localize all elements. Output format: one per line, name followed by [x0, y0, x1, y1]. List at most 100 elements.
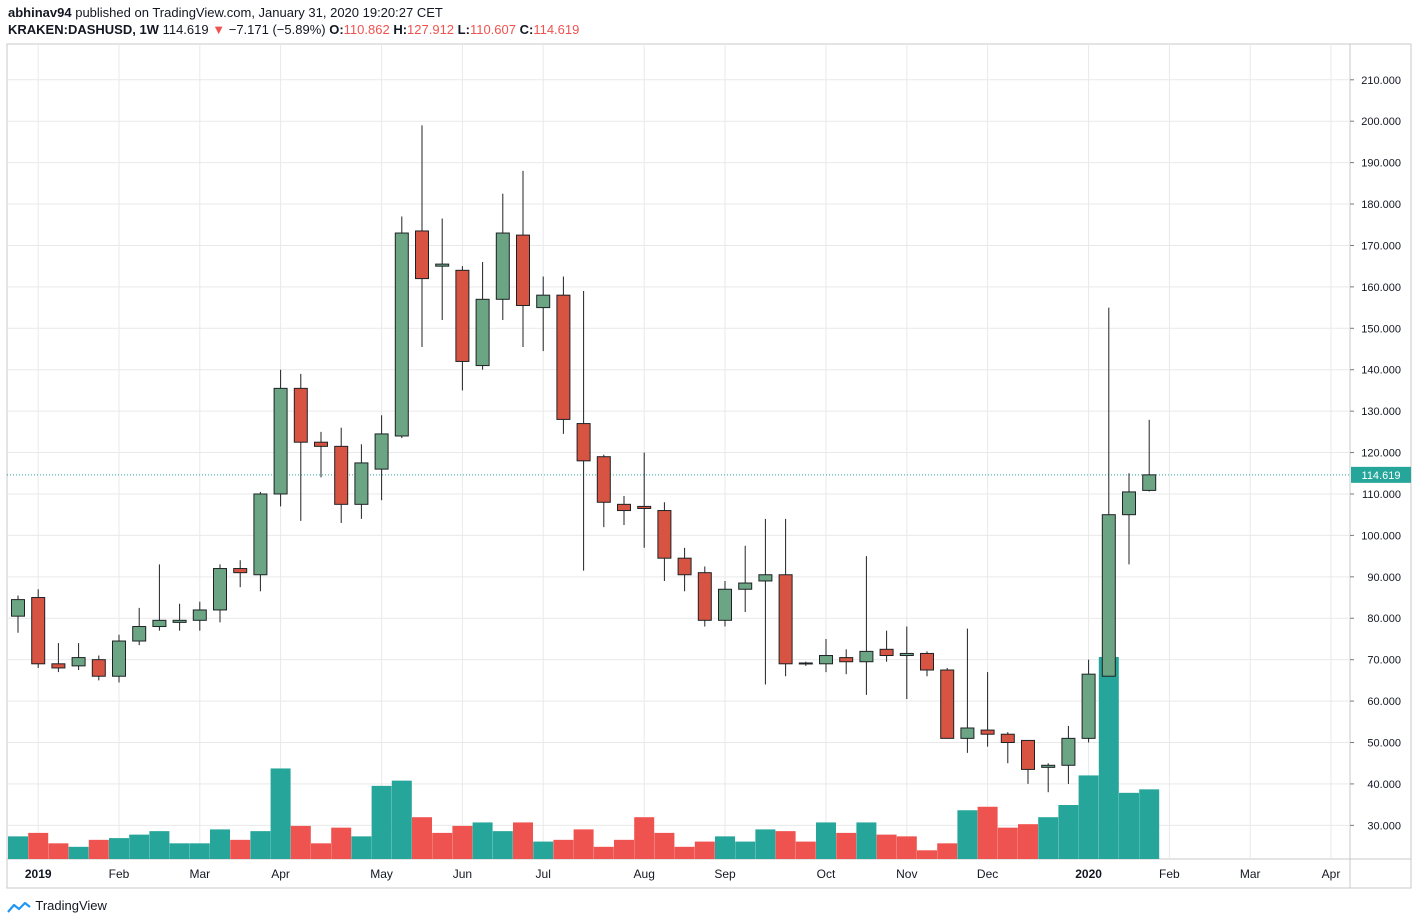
candle-body: [1122, 491, 1136, 516]
candle-body: [516, 234, 530, 307]
candle: [980, 672, 995, 747]
x-tick-label: Mar: [189, 867, 210, 881]
candle-body: [617, 503, 631, 512]
candle: [293, 373, 308, 521]
tradingview-footer[interactable]: TradingView: [6, 898, 107, 914]
candle-body: [778, 574, 793, 665]
volume-bar: [997, 827, 1018, 859]
candle: [677, 547, 692, 592]
volume-bar: [1018, 824, 1038, 859]
chart-frame: [6, 43, 1412, 889]
volume-bar: [351, 836, 372, 859]
y-tick-label: 160.000: [1361, 282, 1401, 294]
y-tick-label: 70.000: [1367, 655, 1401, 667]
candle: [738, 545, 753, 613]
volume-bar: [68, 846, 89, 859]
candle-body: [1021, 739, 1035, 770]
candle-body: [1061, 737, 1076, 766]
candle: [1081, 659, 1096, 743]
volume-bar: [896, 836, 917, 859]
candle-body: [798, 662, 813, 665]
candle: [819, 638, 833, 673]
candle: [273, 369, 288, 507]
volume-bar: [715, 836, 735, 859]
candle-body: [51, 663, 66, 669]
candle: [899, 626, 914, 700]
candle: [778, 518, 793, 677]
volume-bar: [189, 843, 210, 859]
volume-bar: [795, 841, 816, 859]
volume-bar: [290, 825, 311, 859]
volume-bar: [654, 832, 675, 859]
volume-bar: [674, 846, 695, 859]
y-tick-label: 140.000: [1361, 365, 1401, 377]
candle: [71, 643, 86, 671]
x-tick-label: Apr: [1322, 867, 1341, 881]
volume-bar: [371, 785, 392, 859]
y-tick-label: 90.000: [1367, 572, 1401, 584]
candle: [859, 556, 874, 695]
x-tick-label: Dec: [977, 867, 998, 881]
volume-bar: [755, 829, 776, 859]
candle-body: [253, 493, 268, 576]
volume-bar: [553, 839, 574, 859]
volume-bar: [836, 832, 857, 859]
candle: [374, 415, 389, 501]
volume-bar: [977, 806, 998, 859]
candle-body: [596, 456, 611, 503]
candle: [253, 491, 268, 592]
candle-body: [394, 232, 409, 437]
candle: [879, 630, 894, 662]
candle: [920, 651, 934, 677]
candle-body: [495, 232, 510, 300]
volume-bar: [917, 850, 937, 859]
x-tick-label: Feb: [109, 867, 130, 881]
candle-body: [1142, 474, 1157, 491]
volume-bar: [533, 841, 554, 859]
tradingview-logo-icon: [7, 901, 31, 913]
x-tick-label: Aug: [634, 867, 655, 881]
candle-body: [293, 387, 308, 443]
candle: [455, 266, 470, 391]
volume-bar: [1119, 792, 1139, 859]
candle: [192, 601, 207, 631]
candle-body: [112, 640, 126, 677]
volume-bar: [492, 831, 513, 859]
candle: [132, 607, 147, 646]
open-label: O:: [329, 22, 344, 37]
volume-bar: [573, 829, 594, 859]
low-label: L:: [457, 22, 470, 37]
y-tick-label: 120.000: [1361, 448, 1401, 460]
close-value: 114.619: [533, 22, 580, 37]
y-tick-label: 200.000: [1361, 116, 1401, 128]
volume-series: [8, 657, 1160, 859]
volume-bar: [634, 817, 655, 859]
candle: [960, 628, 975, 753]
volume-bar: [230, 839, 251, 859]
x-tick-label: Jun: [453, 867, 472, 881]
volume-bar: [250, 831, 271, 859]
candle: [152, 564, 167, 631]
candle-body: [677, 557, 692, 576]
y-tick-label: 30.000: [1367, 820, 1401, 832]
candle: [1061, 725, 1076, 784]
x-tick-label: Nov: [896, 867, 917, 881]
candle-body: [334, 445, 349, 505]
y-tick-label: 150.000: [1361, 323, 1401, 335]
volume-bar: [311, 843, 331, 859]
high-value: 127.912: [407, 22, 455, 37]
candle-body: [1081, 673, 1096, 739]
candle-body: [475, 298, 490, 367]
y-tick-label: 100.000: [1361, 530, 1401, 542]
candle-body: [879, 648, 894, 657]
candle: [334, 427, 349, 523]
publisher-name[interactable]: abhinav94: [8, 5, 72, 20]
down-arrow-icon: ▼: [212, 22, 226, 37]
volume-bar: [432, 832, 453, 859]
x-tick-label: 2020: [1075, 867, 1102, 881]
candle: [415, 125, 429, 347]
candle-body: [899, 652, 914, 657]
y-tick-label: 210.000: [1361, 75, 1401, 87]
y-tick-label: 130.000: [1361, 406, 1401, 418]
